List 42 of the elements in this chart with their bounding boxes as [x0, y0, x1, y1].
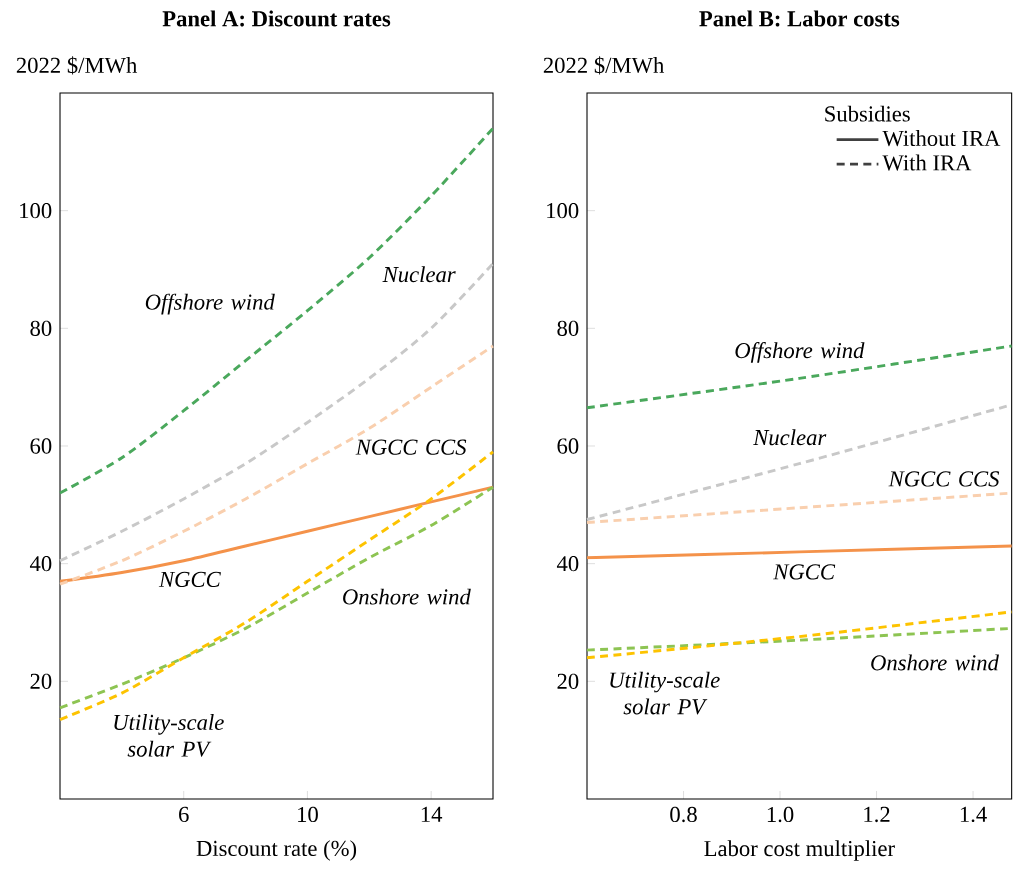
y-axis-title: 2022 $/MWh	[543, 56, 665, 75]
x-tick-label: 6	[179, 806, 189, 823]
series-label: Utility-scale solar PV	[610, 671, 720, 715]
series-label: NGCC	[773, 564, 836, 580]
line-series	[58, 485, 495, 710]
y-axis-title: 2022 $/MWh	[16, 56, 138, 75]
y-tick-label: 40	[556, 556, 579, 572]
y-tick-label: 20	[30, 673, 52, 689]
legend-title: Subsidies	[825, 105, 910, 122]
annotation: Without IRA	[882, 130, 1001, 147]
x-tick-label: 1.4	[960, 806, 987, 823]
series-label: Utility-scale solar PV	[114, 714, 224, 757]
x-tick-label: 14	[421, 806, 443, 822]
x-tick-label: 10	[298, 806, 318, 823]
y-tick-label: 100	[20, 203, 52, 219]
x-axis-title: Discount rate (%)	[196, 840, 357, 861]
line-series	[58, 262, 495, 563]
series-label: NGCC	[158, 571, 221, 587]
series-label: Nuclear	[753, 429, 827, 446]
line-series	[58, 126, 495, 495]
series-label: Offshore wind	[735, 342, 865, 363]
y-tick-label: 80	[557, 320, 579, 336]
x-tick-label: 1.2	[864, 806, 890, 823]
series-label: NGCC CCS	[888, 471, 1000, 487]
chart-title: Panel A: Discount rates	[162, 10, 391, 27]
y-tick-label: 100	[547, 203, 579, 219]
x-tick-label: 0.8	[670, 806, 697, 823]
x-axis-title: Labor cost multiplier	[704, 840, 895, 861]
line-series	[58, 344, 495, 586]
annotation: With IRA	[882, 154, 972, 171]
x-tick-label: 1.0	[767, 806, 794, 823]
y-tick-label: 80	[30, 320, 52, 336]
chart-title: Panel B: Labor costs	[699, 10, 900, 27]
series-label: Onshore wind	[871, 654, 999, 671]
y-tick-label: 60	[557, 438, 579, 454]
series-label: Nuclear	[382, 266, 456, 283]
series-label: NGCC CCS	[355, 439, 467, 455]
y-tick-label: 40	[29, 556, 52, 572]
y-tick-label: 60	[30, 438, 52, 454]
series-label: Offshore wind	[145, 293, 275, 315]
series-label: Onshore wind	[343, 588, 471, 605]
y-tick-label: 20	[557, 673, 579, 689]
